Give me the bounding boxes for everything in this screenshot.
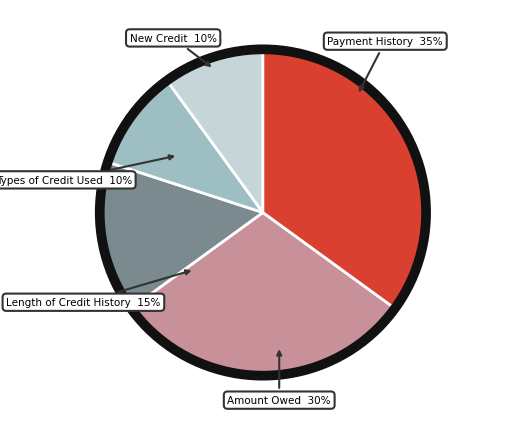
Wedge shape [131, 213, 395, 376]
Text: Amount Owed  30%: Amount Owed 30% [228, 351, 331, 405]
Text: New Credit  10%: New Credit 10% [130, 34, 216, 67]
Text: Types of Credit Used  10%: Types of Credit Used 10% [0, 156, 173, 185]
Wedge shape [100, 163, 263, 309]
Wedge shape [108, 81, 263, 213]
Wedge shape [167, 50, 263, 213]
Text: Payment History  35%: Payment History 35% [327, 37, 443, 91]
Wedge shape [263, 50, 426, 309]
Text: Length of Credit History  15%: Length of Credit History 15% [6, 271, 190, 308]
